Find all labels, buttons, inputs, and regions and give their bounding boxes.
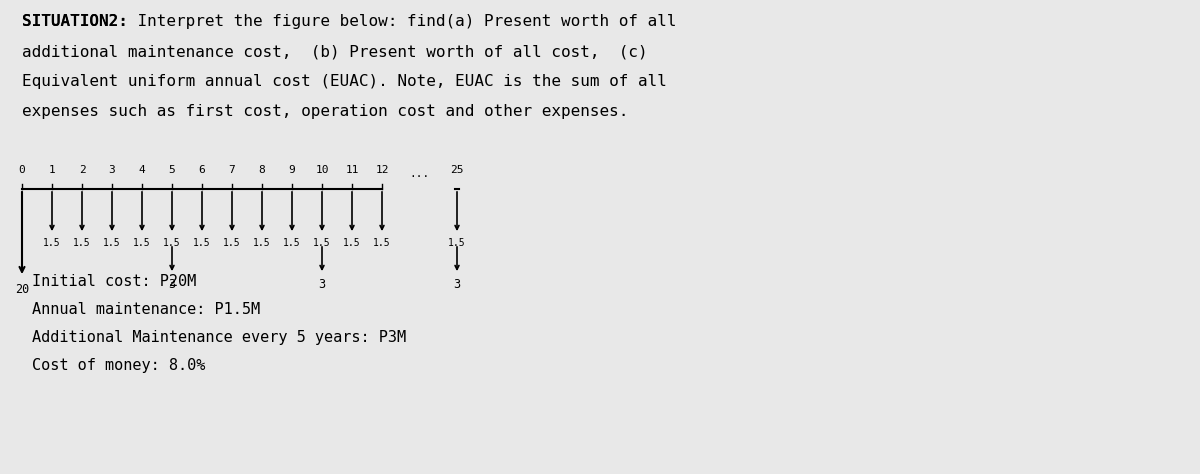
Text: Initial cost: P20M: Initial cost: P20M	[32, 274, 197, 289]
Text: 1.5: 1.5	[73, 238, 91, 248]
Text: 1.5: 1.5	[313, 238, 331, 248]
Text: 1.5: 1.5	[43, 238, 61, 248]
Text: 1.5: 1.5	[133, 238, 151, 248]
Text: ...: ...	[410, 169, 430, 179]
Text: 3: 3	[109, 165, 115, 175]
Text: 1.5: 1.5	[223, 238, 241, 248]
Text: 3: 3	[168, 278, 175, 291]
Text: 1.5: 1.5	[283, 238, 301, 248]
Text: SITUATION2: Interpret the figure below: find(a) Present worth of all: SITUATION2: Interpret the figure below: …	[22, 14, 677, 29]
Text: 11: 11	[346, 165, 359, 175]
Text: Cost of money: 8.0%: Cost of money: 8.0%	[32, 358, 205, 373]
Text: 10: 10	[316, 165, 329, 175]
Text: 1.5: 1.5	[343, 238, 361, 248]
Text: Equivalent uniform annual cost (EUAC). Note, EUAC is the sum of all: Equivalent uniform annual cost (EUAC). N…	[22, 74, 667, 89]
Text: 1: 1	[49, 165, 55, 175]
Text: 4: 4	[139, 165, 145, 175]
Text: Additional Maintenance every 5 years: P3M: Additional Maintenance every 5 years: P3…	[32, 330, 406, 345]
Text: 1.5: 1.5	[163, 238, 181, 248]
Text: 20: 20	[14, 283, 29, 296]
Text: 5: 5	[169, 165, 175, 175]
Text: 0: 0	[19, 165, 25, 175]
Text: 3: 3	[454, 278, 461, 291]
Text: 1.5: 1.5	[253, 238, 271, 248]
Text: 12: 12	[376, 165, 389, 175]
Text: 1.5: 1.5	[373, 238, 391, 248]
Text: 7: 7	[229, 165, 235, 175]
Text: 1.5: 1.5	[103, 238, 121, 248]
Text: expenses such as first cost, operation cost and other expenses.: expenses such as first cost, operation c…	[22, 104, 629, 119]
Text: Annual maintenance: P1.5M: Annual maintenance: P1.5M	[32, 302, 260, 317]
Text: SITUATION2:: SITUATION2:	[22, 14, 128, 29]
Text: 3: 3	[318, 278, 325, 291]
Text: 2: 2	[79, 165, 85, 175]
Text: 1.5: 1.5	[448, 238, 466, 248]
Text: 1.5: 1.5	[193, 238, 211, 248]
Text: 9: 9	[289, 165, 295, 175]
Text: 8: 8	[259, 165, 265, 175]
Text: 6: 6	[199, 165, 205, 175]
Text: 25: 25	[450, 165, 463, 175]
Text: additional maintenance cost,  (b) Present worth of all cost,  (c): additional maintenance cost, (b) Present…	[22, 44, 648, 59]
